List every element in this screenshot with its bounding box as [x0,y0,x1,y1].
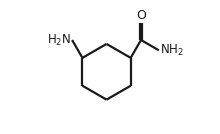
Text: H$_2$N: H$_2$N [47,32,71,48]
Text: NH$_2$: NH$_2$ [160,43,183,58]
Text: O: O [136,9,146,22]
